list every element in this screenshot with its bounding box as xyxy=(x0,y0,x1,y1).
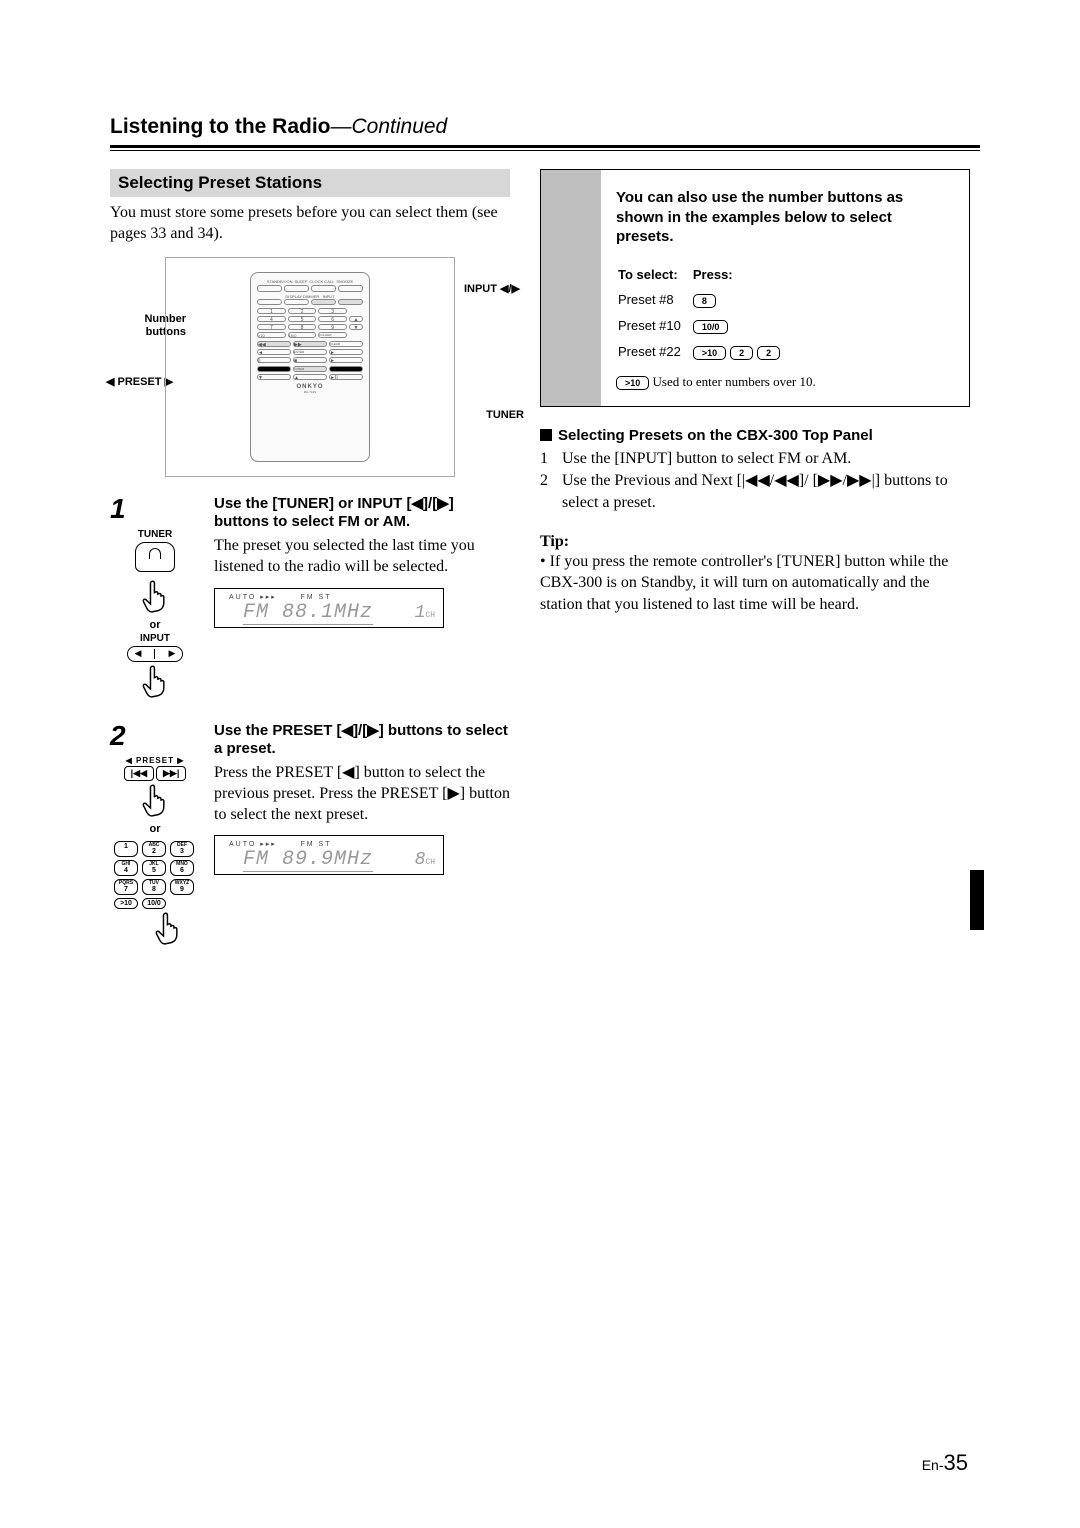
row-label: Preset #22 xyxy=(618,340,691,364)
lcd-display-2: AUTO ▸▸▸ FM ST FM 89.9MHz 8CH xyxy=(214,835,444,875)
lcd-display-1: AUTO ▸▸▸ FM ST FM 88.1MHz 1CH xyxy=(214,588,444,628)
section-heading: Selecting Preset Stations xyxy=(110,169,510,197)
key-box: >10 xyxy=(693,346,726,360)
lcd2-ch: 8 xyxy=(415,850,426,870)
numpad-key: ABC2 xyxy=(142,841,166,857)
step-2-left: 2 ◀ PRESET ▶ |◀◀▶▶| or 1ABC2DEF3 GHI4JKL5… xyxy=(110,722,200,945)
step-1-head: Use the [TUNER] or INPUT [◀]/[▶] buttons… xyxy=(214,495,510,533)
tuner-button-icon xyxy=(135,542,175,572)
numpad-icon: 1ABC2DEF3GHI4JKL5MNO6PQRS7TUV8WXYZ9 >10 … xyxy=(114,841,200,909)
numpad-key: TUV8 xyxy=(142,879,166,895)
step-1-input-label: INPUT xyxy=(110,633,200,644)
right-column: You can also use the number buttons as s… xyxy=(540,169,970,969)
lcd1-ch-sub: CH xyxy=(425,611,435,620)
table-row: Preset #22>10 22 xyxy=(618,340,794,364)
lcd1-ch: 1 xyxy=(415,603,426,623)
step-1-left: 1 TUNER or INPUT ◀▶ xyxy=(110,495,200,698)
step-1-or: or xyxy=(110,619,200,631)
th-press: Press: xyxy=(693,263,794,286)
list-item: 1Use the [INPUT] button to select FM or … xyxy=(540,448,970,470)
numpad-key: GHI4 xyxy=(114,860,138,876)
row-label: Preset #10 xyxy=(618,314,691,338)
hand-pointer-icon xyxy=(141,664,169,698)
lcd2-fmst: FM ST xyxy=(300,841,331,848)
numpad-key: WXYZ9 xyxy=(170,879,194,895)
lcd2-ch-sub: CH xyxy=(425,858,435,867)
remote-diagram: STANDBY/ONSLEEPCLOCK CALLSNOOZE DISPLAY … xyxy=(165,257,455,477)
panel-head-text: Selecting Presets on the CBX-300 Top Pan… xyxy=(558,427,873,444)
table-row: Preset #1010/0 xyxy=(618,314,794,338)
lcd1-main: FM 88.1MHz xyxy=(243,601,373,625)
preset-table: To select: Press: Preset #88Preset #1010… xyxy=(616,261,796,366)
row-keys: >10 22 xyxy=(693,340,794,364)
square-bullet-icon xyxy=(540,429,552,441)
hand-pointer-icon xyxy=(154,911,182,945)
callout-tuner: TUNER xyxy=(486,409,524,421)
key-box: 2 xyxy=(730,346,753,360)
callout-input-arrows: INPUT ◀/▶ xyxy=(464,283,520,296)
step-1: 1 TUNER or INPUT ◀▶ Use the [TUNER] or I… xyxy=(110,495,510,698)
panel-list: 1Use the [INPUT] button to select FM or … xyxy=(540,448,970,515)
tip-label: Tip: xyxy=(540,533,970,551)
side-tab-marker xyxy=(970,870,984,930)
key-box: 10/0 xyxy=(693,320,729,334)
lcd1-fmst: FM ST xyxy=(300,594,331,601)
step-2-preset-label: ◀ PRESET ▶ xyxy=(110,756,200,765)
numpad-key: >10 xyxy=(114,898,138,909)
title-bold: Listening to the Radio xyxy=(110,115,331,138)
preset-btns-icon: |◀◀▶▶| xyxy=(110,766,200,781)
left-column: Selecting Preset Stations You must store… xyxy=(110,169,510,969)
step-2-body: Press the PRESET [◀] button to select th… xyxy=(214,763,510,825)
step-1-tuner-label: TUNER xyxy=(110,529,200,540)
numpad-key: MNO6 xyxy=(170,860,194,876)
step-2: 2 ◀ PRESET ▶ |◀◀▶▶| or 1ABC2DEF3 GHI4JKL5… xyxy=(110,722,510,945)
page-title: Listening to the Radio—Continued xyxy=(110,115,980,139)
box-head: You can also use the number buttons as s… xyxy=(616,188,949,247)
key-box: 2 xyxy=(757,346,780,360)
row-keys: 10/0 xyxy=(693,314,794,338)
page-num-value: 35 xyxy=(944,1450,968,1475)
step-1-number: 1 xyxy=(110,495,200,523)
numpad-key: 1 xyxy=(114,841,138,857)
number-buttons-box: You can also use the number buttons as s… xyxy=(540,169,970,407)
tip-item: If you press the remote controller's [TU… xyxy=(540,551,970,616)
callout-preset-arrows: ◀ PRESET ▶ xyxy=(106,375,173,388)
table-row: Preset #88 xyxy=(618,288,794,312)
remote-body-outline: STANDBY/ONSLEEPCLOCK CALLSNOOZE DISPLAY … xyxy=(250,272,370,462)
preset-note: >10 Used to enter numbers over 10. xyxy=(616,374,949,390)
numpad-key: PQRS7 xyxy=(114,879,138,895)
step-1-right: Use the [TUNER] or INPUT [◀]/[▶] buttons… xyxy=(214,495,510,628)
title-rule-thick xyxy=(110,145,980,148)
numpad-key: 10/0 xyxy=(142,898,166,909)
panel-subhead: Selecting Presets on the CBX-300 Top Pan… xyxy=(540,427,970,444)
numpad-key: DEF3 xyxy=(170,841,194,857)
page-prefix: En- xyxy=(922,1457,944,1473)
lcd2-auto: AUTO ▸▸▸ xyxy=(229,841,277,848)
lcd2-main: FM 89.9MHz xyxy=(243,848,373,872)
intro-text: You must store some presets before you c… xyxy=(110,203,510,245)
row-label: Preset #8 xyxy=(618,288,691,312)
th-select: To select: xyxy=(618,263,691,286)
step-2-or: or xyxy=(110,823,200,835)
step-1-body: The preset you selected the last time yo… xyxy=(214,536,510,578)
key-box: 8 xyxy=(693,294,716,308)
step-2-head: Use the PRESET [◀]/[▶] buttons to select… xyxy=(214,722,510,760)
step-2-number: 2 xyxy=(110,722,200,750)
numpad-key: JKL5 xyxy=(142,860,166,876)
title-cont: —Continued xyxy=(331,115,448,138)
lcd1-auto: AUTO ▸▸▸ xyxy=(229,594,277,601)
hand-pointer-icon xyxy=(141,783,169,817)
input-arrows-icon: ◀▶ xyxy=(127,646,183,662)
title-rule-thin xyxy=(110,150,980,151)
key-gt10: >10 xyxy=(616,376,649,390)
row-keys: 8 xyxy=(693,288,794,312)
list-item: 2Use the Previous and Next [|◀◀/◀◀]/ [▶▶… xyxy=(540,470,970,515)
hand-pointer-icon xyxy=(141,579,169,613)
tip-list: If you press the remote controller's [TU… xyxy=(540,551,970,616)
note-text: Used to enter numbers over 10. xyxy=(653,374,816,389)
page-number: En-35 xyxy=(922,1450,968,1476)
step-2-right: Use the PRESET [◀]/[▶] buttons to select… xyxy=(214,722,510,876)
